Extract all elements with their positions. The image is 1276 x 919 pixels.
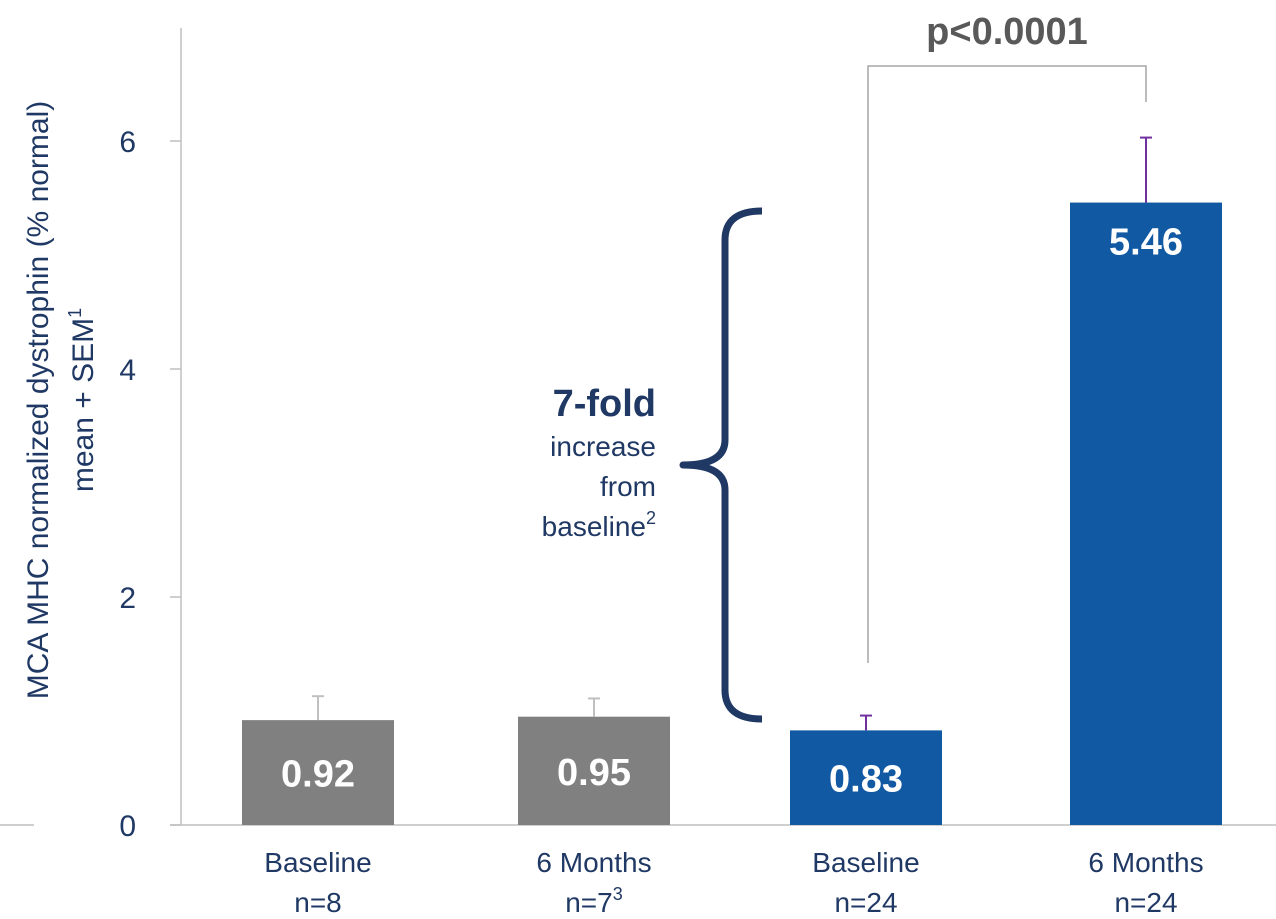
bar-value-label: 0.92 — [281, 754, 355, 796]
bar-value-labels: 0.92 0.95 0.83 5.46 — [281, 222, 1183, 801]
category-label-line1: 6 Months — [536, 847, 651, 878]
category-label-line2-text: n=24 — [834, 887, 897, 918]
category-label-line1: Baseline — [812, 847, 919, 878]
fold-increase-value: 7-fold — [553, 383, 656, 425]
fold-increase-line3-text: baseline — [542, 511, 646, 542]
y-axis-title: MCA MHC normalized dystrophin (% normal)… — [22, 101, 100, 700]
category-label-line2: n=73 — [565, 884, 623, 918]
bars — [242, 202, 1222, 825]
bar — [790, 730, 942, 825]
fold-increase-annotation: 7-fold increase from baseline2 — [542, 383, 656, 542]
bar-value-label: 0.83 — [829, 759, 903, 801]
y-tick-label: 4 — [119, 354, 136, 387]
y-tick-label: 2 — [119, 582, 136, 615]
p-value-label: p<0.0001 — [926, 11, 1088, 53]
category-label-line2: n=24 — [834, 887, 897, 918]
significance-bracket — [867, 65, 1147, 663]
error-bars — [312, 136, 1152, 731]
fold-increase-line2: from — [600, 471, 656, 502]
bar-value-label: 5.46 — [1109, 222, 1183, 264]
fold-increase-brace — [679, 207, 763, 723]
bar — [518, 716, 670, 825]
category-labels: Baseline n=8 6 Months n=73 Baseline n=24 6 Mon… — [264, 847, 1203, 918]
category-label-line2-text: n=8 — [294, 887, 342, 918]
category-label-line2: n=24 — [1114, 887, 1177, 918]
bar-value-label: 0.95 — [557, 752, 631, 794]
bar — [1070, 202, 1222, 825]
fold-increase-superscript: 2 — [646, 508, 656, 528]
y-axis-title-line2: mean + SEM1 — [65, 308, 100, 492]
y-axis-title-line1: MCA MHC normalized dystrophin (% normal) — [22, 101, 55, 700]
category-label-line2: n=8 — [294, 887, 342, 918]
y-ticks: 0 2 4 6 — [119, 126, 181, 843]
category-label-line2-text: n=7 — [565, 887, 613, 918]
bar — [242, 720, 394, 825]
category-label-superscript: 3 — [613, 884, 623, 904]
fold-increase-line3: baseline2 — [542, 508, 656, 542]
fold-increase-line1: increase — [550, 431, 656, 462]
y-tick-label: 0 — [119, 810, 136, 843]
y-axis-title-line2-text: mean + SEM — [67, 318, 100, 492]
category-label-line2-text: n=24 — [1114, 887, 1177, 918]
category-label-line1: Baseline — [264, 847, 371, 878]
y-axis-title-superscript: 1 — [65, 308, 85, 318]
y-tick-label: 6 — [119, 126, 136, 159]
category-label-line1: 6 Months — [1088, 847, 1203, 878]
